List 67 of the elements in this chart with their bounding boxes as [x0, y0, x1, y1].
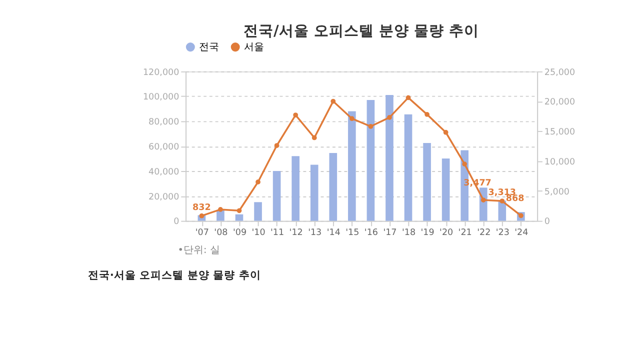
y-tick-label: 20,000 — [148, 192, 180, 202]
y-tick-label: 80,000 — [148, 118, 180, 128]
point — [349, 116, 354, 122]
x-tick-label: '24 — [514, 228, 529, 238]
x-tick-label: '08 — [214, 228, 228, 238]
point — [256, 180, 260, 184]
x-tick-label: '19 — [420, 228, 434, 238]
point — [387, 114, 392, 120]
x-tick-label: '21 — [458, 228, 472, 238]
x-tick-label: '13 — [308, 228, 322, 238]
x-tick-label: '10 — [252, 228, 266, 238]
text: •단위: 실 — [178, 245, 220, 256]
point — [500, 198, 505, 204]
point — [330, 98, 336, 104]
x-tick-label: '22 — [477, 228, 491, 238]
point — [293, 112, 298, 118]
point — [406, 95, 411, 100]
x-tick-label: '17 — [383, 228, 397, 238]
point — [368, 124, 374, 129]
y2-tick-label: 5,000 — [544, 187, 570, 198]
x-tick-label: '23 — [496, 228, 510, 238]
bar — [348, 111, 356, 221]
bar — [272, 171, 281, 221]
y2-tick-label: 25,000 — [544, 68, 576, 78]
data-label: 832 — [192, 202, 211, 213]
bar — [386, 95, 394, 221]
point — [199, 213, 204, 218]
y-tick-label: 0 — [174, 217, 180, 228]
point — [312, 135, 317, 140]
x-tick-label: '16 — [364, 228, 378, 238]
y2-tick-label: 10,000 — [544, 157, 576, 168]
legend-label: 전국 — [199, 42, 220, 53]
y-tick-label: 120,000 — [142, 68, 180, 78]
point — [443, 130, 448, 135]
y2-tick-label: 15,000 — [544, 128, 576, 138]
text: 전국·서울 오피스텔 분양 물량 추이 — [88, 268, 261, 282]
y2-tick-label: 0 — [544, 217, 550, 228]
y2-tick-label: 20,000 — [544, 98, 576, 108]
bar — [310, 164, 318, 221]
point — [274, 143, 280, 148]
point — [236, 208, 242, 214]
point — [462, 162, 468, 166]
bar — [329, 152, 338, 221]
bar — [235, 214, 244, 221]
x-tick-label: '07 — [195, 228, 209, 238]
y-tick-label: 60,000 — [148, 142, 180, 153]
bar — [366, 100, 375, 221]
y-tick-label: 100,000 — [142, 92, 180, 103]
chart-title: 전국/서울 오피스텔 분양 물량 추이 — [243, 22, 480, 40]
x-tick-label: '20 — [440, 228, 454, 238]
point — [218, 207, 223, 212]
y-tick-label: 40,000 — [148, 167, 180, 178]
bar — [292, 156, 300, 221]
bar — [442, 158, 450, 221]
x-tick-label: '12 — [289, 228, 303, 238]
data-label: 868 — [506, 194, 524, 204]
x-tick-label: '14 — [326, 228, 341, 238]
legend-label: 서울 — [244, 42, 264, 53]
bar — [404, 114, 412, 221]
bar — [254, 202, 262, 221]
x-tick-label: '15 — [346, 228, 360, 238]
point — [480, 198, 486, 202]
point — [424, 112, 430, 117]
x-tick-label: '09 — [232, 228, 247, 238]
bar — [423, 143, 431, 221]
x-tick-label: '11 — [270, 228, 284, 238]
x-tick-label: '18 — [402, 228, 416, 238]
